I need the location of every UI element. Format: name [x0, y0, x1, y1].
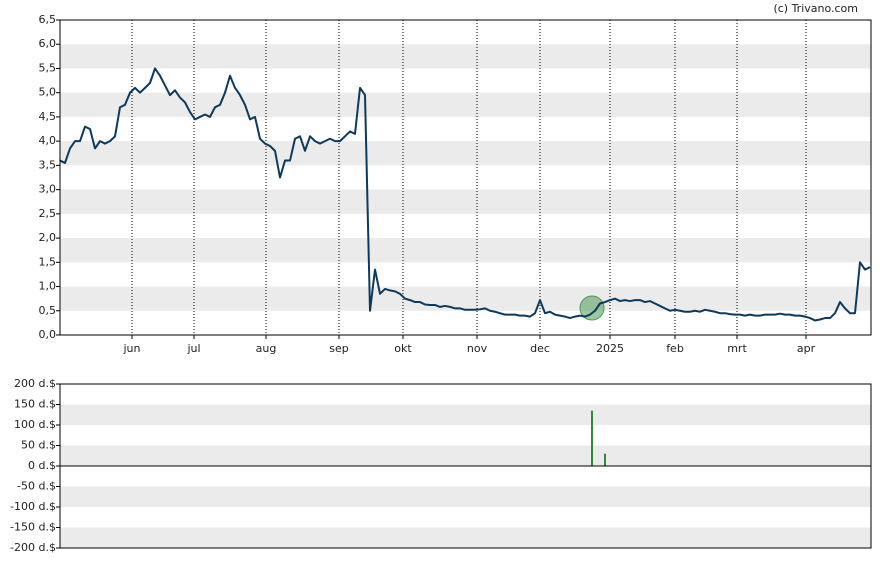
y-tick-label: 2,5 [39, 207, 57, 220]
volume-bar [591, 410, 593, 466]
y-tick-label: 6,0 [39, 37, 57, 50]
x-tick-label: mrt [727, 342, 747, 355]
source-note: (c) Trivano.com [773, 2, 858, 15]
y-tick-label: 1,5 [39, 255, 57, 268]
grid-band [60, 527, 871, 548]
y-tick-label: 150 d.$ [14, 398, 56, 411]
y-tick-label: 3,0 [39, 183, 57, 196]
x-tick-label: okt [394, 342, 412, 355]
y-tick-label: 100 d.$ [14, 418, 56, 431]
x-tick-label: sep [329, 342, 348, 355]
grid-band [60, 486, 871, 507]
grid-band [60, 92, 871, 117]
grid-band [60, 141, 871, 166]
event-marker [579, 295, 605, 321]
y-tick-label: 50 d.$ [21, 439, 56, 452]
price-line [59, 67, 871, 322]
y-tick-label: -150 d.$ [10, 521, 56, 534]
plot-frame [59, 19, 872, 336]
grid-band [60, 445, 871, 466]
y-tick-label: 6,5 [39, 13, 57, 26]
y-tick-label: 4,0 [39, 134, 57, 147]
x-tick-label: feb [666, 342, 684, 355]
grid-band [60, 286, 871, 311]
y-tick-label: 5,5 [39, 61, 57, 74]
plot-frame [59, 383, 872, 549]
y-tick-label: 0,0 [39, 328, 57, 341]
grid-band [60, 44, 871, 69]
y-tick-label: -100 d.$ [10, 500, 56, 513]
y-tick-label: -200 d.$ [10, 541, 56, 554]
grid-band [60, 189, 871, 214]
y-tick-label: -50 d.$ [17, 480, 56, 493]
y-tick-label: 0,5 [39, 304, 57, 317]
y-tick-label: 1,0 [39, 280, 57, 293]
x-tick-label: jun [123, 342, 141, 355]
y-tick-label: 2,0 [39, 231, 57, 244]
x-tick-label: aug [256, 342, 277, 355]
x-tick-label: apr [797, 342, 816, 355]
grid-band [60, 404, 871, 425]
x-tick-label: jul [186, 342, 200, 355]
y-tick-label: 3,5 [39, 158, 57, 171]
y-tick-label: 4,5 [39, 110, 57, 123]
x-tick-label: 2025 [596, 342, 624, 355]
x-tick-label: nov [467, 342, 488, 355]
y-tick-label: 200 d.$ [14, 377, 56, 390]
grid-band [60, 238, 871, 263]
y-tick-label: 0 d.$ [28, 459, 56, 472]
x-tick-label: dec [530, 342, 550, 355]
y-tick-label: 5,0 [39, 86, 57, 99]
volume-bar [604, 453, 606, 466]
